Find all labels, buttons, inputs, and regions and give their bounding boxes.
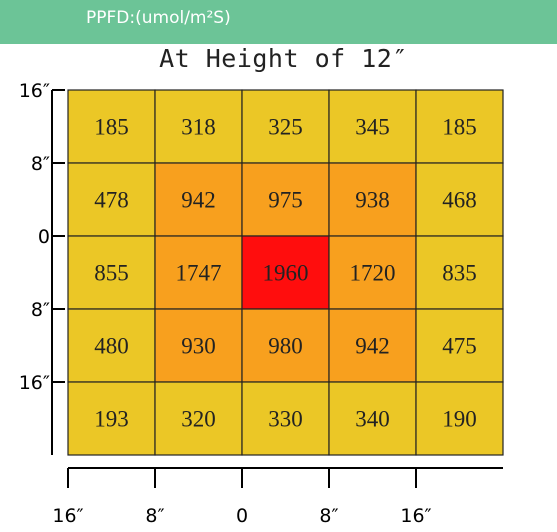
cell-value-label: 942 (355, 334, 390, 359)
unit-header-bar: PPFD:(umol/m²S) (0, 0, 557, 44)
x-tick-label: 8″ (319, 505, 338, 527)
cell-value-label: 975 (268, 188, 303, 213)
cell-value-label: 942 (181, 188, 216, 213)
x-tick-label: 0 (236, 505, 248, 527)
heatmap-cell (154, 381, 243, 456)
y-tick-label: 16″ (19, 80, 50, 102)
heatmap-cell (415, 162, 504, 237)
y-tick-label: 8″ (31, 153, 50, 175)
cell-value-label: 475 (442, 334, 477, 359)
heatmap-cell (328, 308, 417, 383)
unit-label: PPFD:(umol/m²S) (86, 8, 231, 28)
cell-value-label: 1960 (263, 261, 309, 286)
cell-value-label: 980 (268, 334, 303, 359)
cell-value-label: 320 (181, 407, 216, 432)
heatmap-cell (154, 89, 243, 164)
heatmap-cell (415, 89, 504, 164)
heatmap-cell (154, 308, 243, 383)
cell-value-label: 340 (355, 407, 390, 432)
cell-value-label: 330 (268, 407, 303, 432)
y-tick-label: 16″ (19, 372, 50, 394)
cell-value-label: 835 (442, 261, 477, 286)
cell-value-label: 468 (442, 188, 477, 213)
heatmap-cell (328, 89, 417, 164)
heatmap-cell (241, 381, 330, 456)
cell-value-label: 938 (355, 188, 390, 213)
cell-value-label: 185 (94, 115, 129, 140)
cell-value-label: 190 (442, 407, 477, 432)
heatmap-cell (415, 381, 504, 456)
cell-value-label: 1747 (176, 261, 222, 286)
x-tick-label: 16″ (52, 505, 83, 527)
cell-value-label: 930 (181, 334, 216, 359)
y-tick-label: 8″ (31, 299, 50, 321)
heatmap-cell (415, 308, 504, 383)
cell-value-label: 193 (94, 407, 129, 432)
heatmap-cell (241, 162, 330, 237)
cell-value-label: 1720 (350, 261, 396, 286)
heatmap-cell (241, 235, 330, 310)
cell-value-label: 480 (94, 334, 129, 359)
cell-value-label: 345 (355, 115, 390, 140)
heatmap-cell (67, 235, 156, 310)
heatmap-cell (67, 381, 156, 456)
x-tick-label: 16″ (400, 505, 431, 527)
cell-value-label: 478 (94, 188, 129, 213)
x-tick-label: 8″ (145, 505, 164, 527)
cell-value-label: 325 (268, 115, 303, 140)
cell-value-label: 318 (181, 115, 216, 140)
cell-value-label: 185 (442, 115, 477, 140)
cell-value-label: 855 (94, 261, 129, 286)
heatmap-cell (241, 89, 330, 164)
heatmap-cell (154, 235, 243, 310)
heatmap-cell (241, 308, 330, 383)
y-tick-label: 0 (38, 226, 50, 248)
chart-title: At Height of 12″ (159, 44, 408, 73)
